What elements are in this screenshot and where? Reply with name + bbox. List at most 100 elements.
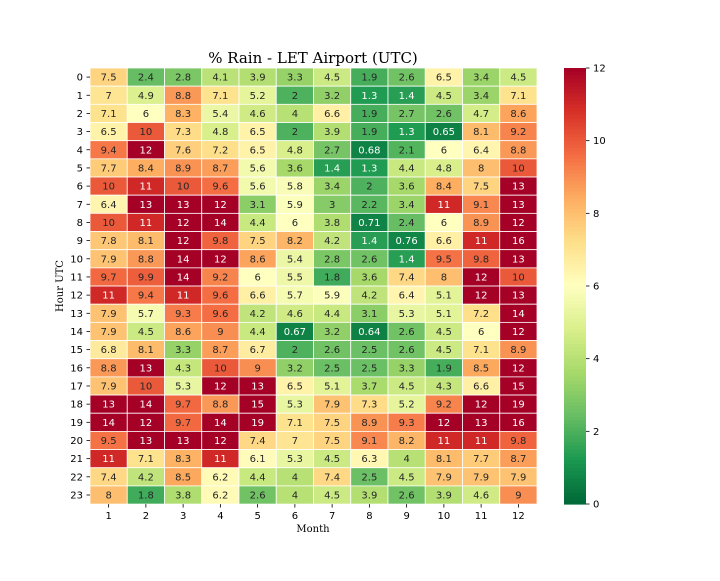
- cell-value-label: 7.5: [473, 182, 489, 193]
- cell-value-label: 4.6: [473, 490, 489, 501]
- cell-value-label: 2: [292, 345, 298, 356]
- cell-value-label: 2.6: [436, 109, 452, 120]
- y-tick-label: 8: [77, 218, 83, 229]
- y-tick-label: 7: [77, 200, 83, 211]
- cell-value-label: 12: [177, 236, 190, 247]
- cell-value-label: 6.2: [212, 490, 228, 501]
- colorbar-segment: [564, 485, 586, 491]
- cell-value-label: 3.2: [287, 363, 303, 374]
- colorbar-segment: [564, 464, 586, 469]
- colorbar-segment: [564, 456, 586, 461]
- colorbar-segment: [564, 304, 586, 309]
- cell-value-label: 9: [515, 490, 521, 501]
- y-tick-label: 0: [77, 73, 83, 84]
- cell-value-label: 13: [140, 363, 153, 374]
- cell-value-label: 10: [512, 163, 525, 174]
- y-tick-label: 15: [70, 345, 83, 356]
- cell-value-label: 7.5: [250, 236, 266, 247]
- cell-value-label: 10: [140, 127, 153, 138]
- colorbar-segment: [564, 496, 586, 501]
- colorbar-segment: [564, 409, 586, 414]
- cell-value-label: 4.5: [138, 327, 154, 338]
- colorbar-segment: [564, 329, 586, 334]
- cell-value-label: 8.8: [101, 363, 117, 374]
- colorbar-segment: [564, 126, 586, 131]
- cell-value-label: 2.6: [324, 345, 340, 356]
- cell-value-label: 4: [292, 109, 298, 120]
- cell-value-label: 8.6: [250, 254, 266, 265]
- colorbar-segment: [564, 333, 586, 338]
- cell-value-label: 1.3: [361, 91, 377, 102]
- cell-value-label: 4.1: [212, 73, 228, 84]
- colorbar-segment: [564, 89, 586, 95]
- colorbar-segment: [564, 71, 586, 76]
- cell-value-label: 12: [512, 363, 525, 374]
- cell-value-label: 7: [292, 436, 298, 447]
- cell-value-label: 15: [251, 400, 264, 411]
- colorbar-segment: [564, 115, 586, 120]
- colorbar-segment: [564, 311, 586, 316]
- cell-value-label: 4.5: [324, 73, 340, 84]
- cell-value-label: 7.1: [510, 91, 526, 102]
- cell-value-label: 1.8: [324, 272, 340, 283]
- cell-value-label: 10: [140, 381, 153, 392]
- cell-value-label: 12: [214, 436, 227, 447]
- cell-value-label: 1.4: [399, 254, 415, 265]
- colorbar-segment: [564, 405, 586, 411]
- cell-value-label: 2: [292, 91, 298, 102]
- colorbar-segment: [564, 267, 586, 273]
- cell-value-label: 4.8: [436, 163, 452, 174]
- cell-value-label: 8.9: [473, 218, 489, 229]
- cell-value-label: 5.7: [138, 309, 154, 320]
- y-tick-label: 14: [70, 327, 83, 338]
- cell-value-label: 8.8: [138, 254, 154, 265]
- cell-value-label: 5.4: [212, 109, 228, 120]
- cell-value-label: 7.7: [101, 163, 117, 174]
- colorbar-tick-label: 8: [593, 209, 599, 220]
- y-tick-label: 3: [77, 127, 83, 138]
- cell-value-label: 11: [475, 436, 488, 447]
- cell-value-label: 6.1: [250, 454, 266, 465]
- colorbar-tick-label: 12: [593, 64, 606, 75]
- cell-value-label: 3.8: [324, 218, 340, 229]
- x-tick-label: 5: [254, 511, 260, 522]
- cell-value-label: 7.4: [324, 472, 340, 483]
- cell-value-label: 8.4: [436, 182, 452, 193]
- y-tick-label: 12: [70, 291, 83, 302]
- y-tick-label: 21: [70, 454, 83, 465]
- cell-value-label: 6.6: [473, 381, 489, 392]
- y-tick-label: 4: [77, 145, 83, 156]
- cell-value-label: 3.1: [250, 200, 266, 211]
- colorbar-segment: [564, 275, 586, 280]
- cell-value-label: 7.1: [473, 345, 489, 356]
- cell-value-label: 9.8: [473, 254, 489, 265]
- cell-value-label: 5.1: [324, 381, 340, 392]
- cell-value-label: 4.5: [436, 91, 452, 102]
- colorbar-segment: [564, 213, 586, 218]
- colorbar-segment: [564, 449, 586, 454]
- colorbar-tick-label: 4: [593, 354, 599, 365]
- cell-value-label: 14: [512, 309, 525, 320]
- colorbar-segment: [564, 137, 586, 142]
- cell-value-label: 2.6: [361, 254, 377, 265]
- cell-value-label: 7.4: [399, 272, 415, 283]
- x-axis-ticks: 1 2 3 4 5 6 7 8 9 10 11 12: [105, 504, 525, 522]
- cell-value-label: 6.6: [436, 236, 452, 247]
- cell-value-label: 6: [441, 145, 447, 156]
- heatmap-cells: 7.5 2.4 2.8 4.1 3.9 3.3 4.5 1.9 2.6 6.5 3.4 4.5 7 4.9…: [89, 67, 538, 505]
- cell-value-label: 11: [214, 454, 227, 465]
- cell-value-label: 11: [102, 291, 115, 302]
- cell-value-label: 14: [214, 418, 227, 429]
- colorbar-segment: [564, 242, 586, 247]
- cell-value-label: 14: [177, 272, 190, 283]
- cell-value-label: 10: [102, 182, 115, 193]
- cell-value-label: 4.9: [138, 91, 154, 102]
- colorbar-segment: [564, 500, 586, 505]
- cell-value-label: 12: [475, 400, 488, 411]
- cell-value-label: 1.3: [361, 163, 377, 174]
- colorbar-segment: [564, 169, 586, 174]
- colorbar-segment: [564, 271, 586, 276]
- cell-value-label: 12: [512, 327, 525, 338]
- colorbar-segment: [564, 493, 586, 498]
- cell-value-label: 8.8: [510, 145, 526, 156]
